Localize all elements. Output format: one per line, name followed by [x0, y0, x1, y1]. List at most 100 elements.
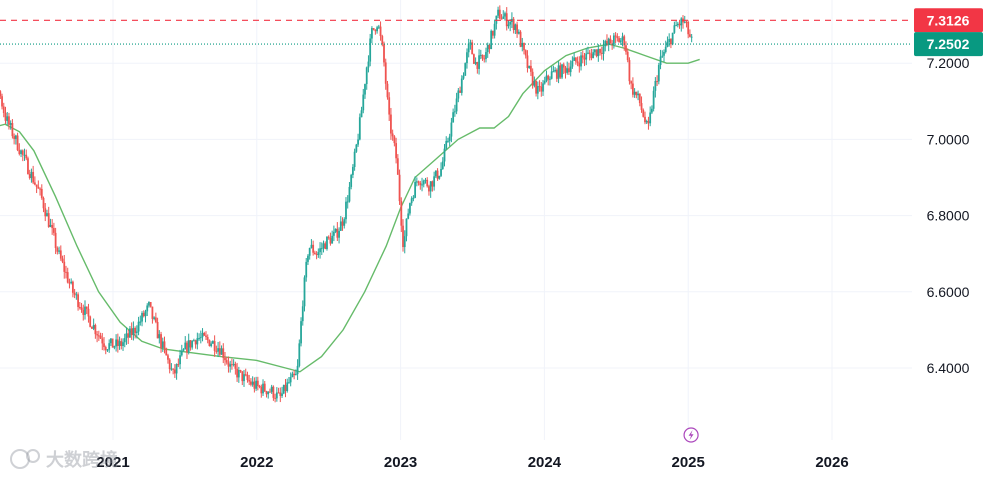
candle [115, 334, 118, 352]
candle [673, 21, 676, 34]
candle [600, 46, 603, 60]
candle [493, 19, 496, 39]
candle [180, 344, 183, 357]
candle [129, 326, 131, 339]
candle [269, 388, 271, 393]
candle [549, 76, 551, 86]
candle [9, 120, 12, 130]
candle [607, 37, 610, 52]
candle [46, 209, 48, 217]
candle [680, 17, 683, 32]
candle [415, 177, 418, 187]
candle [148, 301, 150, 308]
candle [453, 104, 456, 117]
price-badge-label: 7.3126 [927, 12, 970, 28]
candle [467, 38, 470, 58]
x-tick-label: 2024 [528, 454, 562, 471]
candle [99, 332, 102, 339]
candle [222, 343, 225, 364]
candle [201, 328, 204, 342]
candle [566, 61, 569, 75]
candle [657, 62, 660, 85]
candle [595, 49, 598, 58]
lightning-icon[interactable] [683, 427, 699, 443]
candle [578, 56, 581, 73]
candle [110, 338, 112, 347]
candle [528, 65, 531, 69]
candle [483, 54, 486, 63]
candle [310, 239, 313, 249]
candle [616, 33, 619, 42]
candle [234, 361, 237, 375]
candle [671, 32, 674, 46]
candle [146, 303, 149, 317]
candle [517, 29, 520, 35]
candle [319, 242, 321, 259]
candle [635, 91, 638, 99]
candle [379, 21, 382, 41]
candle [360, 106, 363, 118]
candle [35, 184, 38, 194]
candle [675, 20, 678, 27]
candle [168, 358, 171, 374]
candle [403, 230, 406, 254]
candle [472, 53, 475, 65]
candle [296, 359, 299, 380]
candle [464, 62, 467, 76]
candle [70, 278, 73, 285]
candle [495, 15, 498, 30]
candle [274, 393, 277, 403]
candle [42, 196, 45, 213]
candle [177, 358, 180, 368]
candle [628, 57, 631, 85]
candle [289, 372, 292, 387]
candle [208, 339, 211, 347]
candle [395, 137, 398, 164]
candle [343, 217, 346, 229]
candle [568, 62, 570, 76]
candle [364, 83, 366, 99]
candle [509, 19, 512, 32]
candle [65, 265, 67, 279]
candle [49, 218, 52, 228]
candle [580, 51, 582, 71]
watermark-logo-icon [10, 449, 40, 469]
candle [486, 42, 489, 58]
x-axis[interactable]: 2021 2022 2023 2024 2025 2026 [96, 454, 848, 471]
event-marker[interactable] [683, 427, 699, 443]
candle [313, 250, 316, 255]
grid-lines [0, 0, 912, 440]
candle [656, 75, 658, 86]
candle [502, 10, 505, 19]
candle [481, 54, 484, 61]
candle [488, 44, 491, 54]
candle [452, 108, 455, 123]
candle [324, 241, 327, 250]
candle [571, 56, 574, 69]
candle [63, 255, 66, 279]
candle [30, 168, 33, 183]
reference-lines: 7.3126 7.2502 [0, 8, 983, 57]
candle [523, 42, 525, 55]
candle [307, 254, 309, 265]
price-badge[interactable]: 7.3126 [914, 8, 983, 33]
y-axis[interactable]: 7.2000 7.0000 6.8000 6.6000 6.4000 [927, 55, 970, 376]
candle [440, 162, 442, 177]
candle [173, 364, 176, 378]
candle [32, 165, 35, 185]
candle [72, 280, 74, 298]
price-badge-label: 7.2502 [927, 36, 970, 52]
price-badge[interactable]: 7.2502 [914, 32, 983, 57]
candle [286, 378, 289, 393]
candle [270, 384, 273, 394]
candle [540, 81, 543, 97]
candle [365, 66, 368, 90]
candle [678, 19, 681, 29]
x-tick-label: 2023 [384, 454, 417, 471]
candle [391, 129, 394, 141]
candle [497, 6, 499, 19]
candle [106, 348, 109, 352]
candle [18, 143, 21, 156]
candle [123, 333, 126, 348]
